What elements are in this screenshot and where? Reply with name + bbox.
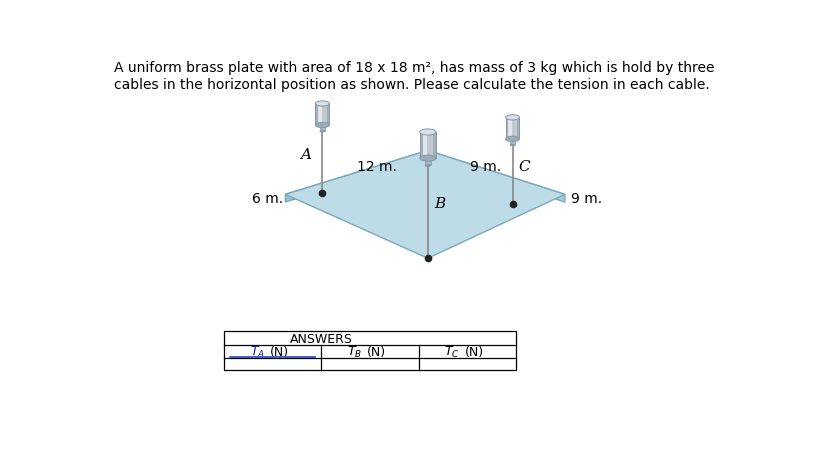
Text: A uniform brass plate with area of 18 x 18 m², has mass of 3 kg which is hold by: A uniform brass plate with area of 18 x … — [114, 61, 714, 91]
Text: (N): (N) — [269, 345, 288, 358]
FancyBboxPatch shape — [505, 118, 508, 140]
FancyBboxPatch shape — [327, 104, 329, 126]
Text: $T_A$: $T_A$ — [250, 344, 265, 359]
FancyBboxPatch shape — [433, 133, 436, 159]
Polygon shape — [285, 151, 428, 202]
Polygon shape — [285, 151, 565, 259]
FancyBboxPatch shape — [505, 118, 519, 140]
Text: 9 m.: 9 m. — [470, 159, 501, 174]
Text: ANSWERS: ANSWERS — [290, 332, 353, 345]
FancyBboxPatch shape — [315, 104, 318, 126]
Text: B: B — [434, 196, 446, 210]
Text: (N): (N) — [367, 345, 386, 358]
FancyBboxPatch shape — [315, 104, 329, 126]
Ellipse shape — [420, 156, 436, 162]
Text: C: C — [518, 159, 531, 174]
Text: 9 m.: 9 m. — [571, 192, 602, 206]
Polygon shape — [428, 151, 565, 202]
FancyBboxPatch shape — [510, 140, 515, 146]
FancyBboxPatch shape — [423, 134, 427, 157]
Text: $T_B$: $T_B$ — [347, 344, 362, 359]
FancyBboxPatch shape — [509, 120, 512, 138]
Ellipse shape — [425, 165, 431, 167]
Ellipse shape — [320, 131, 325, 133]
Text: $T_C$: $T_C$ — [444, 344, 460, 359]
Ellipse shape — [315, 101, 329, 107]
Ellipse shape — [505, 137, 519, 142]
FancyBboxPatch shape — [517, 118, 519, 140]
Text: 12 m.: 12 m. — [357, 159, 397, 174]
Ellipse shape — [420, 129, 436, 136]
Text: (N): (N) — [464, 345, 484, 358]
Text: A: A — [301, 148, 311, 162]
FancyBboxPatch shape — [425, 159, 431, 166]
FancyBboxPatch shape — [224, 332, 516, 370]
FancyBboxPatch shape — [320, 126, 325, 132]
FancyBboxPatch shape — [420, 133, 423, 159]
FancyBboxPatch shape — [420, 133, 436, 159]
Ellipse shape — [505, 116, 519, 121]
Text: 6 m.: 6 m. — [252, 192, 283, 206]
Ellipse shape — [315, 123, 329, 129]
FancyBboxPatch shape — [318, 106, 322, 124]
Ellipse shape — [510, 145, 515, 146]
